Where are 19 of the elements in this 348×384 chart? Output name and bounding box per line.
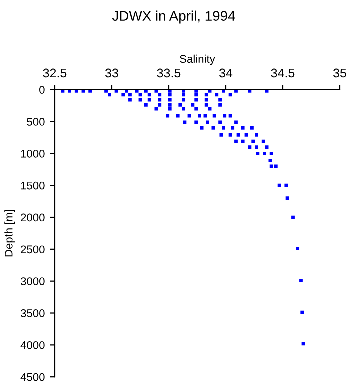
x-tick-label: 33.5 (157, 68, 181, 78)
x-tick-label: 34 (220, 68, 233, 78)
x-tick-label: 33 (106, 68, 118, 78)
y-tick-label: 1000 (21, 150, 45, 158)
x-tick-label: 34.5 (271, 68, 295, 78)
y-axis-title: Depth [m] (4, 210, 15, 257)
y-tick-label: 0 (40, 86, 45, 94)
y-tick-label: 2500 (21, 246, 45, 254)
x-tick-label: 32.5 (43, 68, 67, 78)
y-tick-label: 500 (27, 118, 45, 126)
y-tick-label: 3500 (20, 310, 45, 318)
y-tick-label: 3000 (20, 278, 45, 286)
y-tick-label: 4000 (20, 341, 45, 350)
x-tick-label: 35 (334, 68, 346, 78)
chart-title: JDWX in April, 1994 (112, 10, 236, 24)
y-tick-label: 1500 (21, 182, 45, 190)
x-axis-title: Salinity (180, 54, 216, 66)
y-tick-label: 2000 (21, 214, 45, 222)
y-tick-label: 4500 (20, 373, 45, 382)
